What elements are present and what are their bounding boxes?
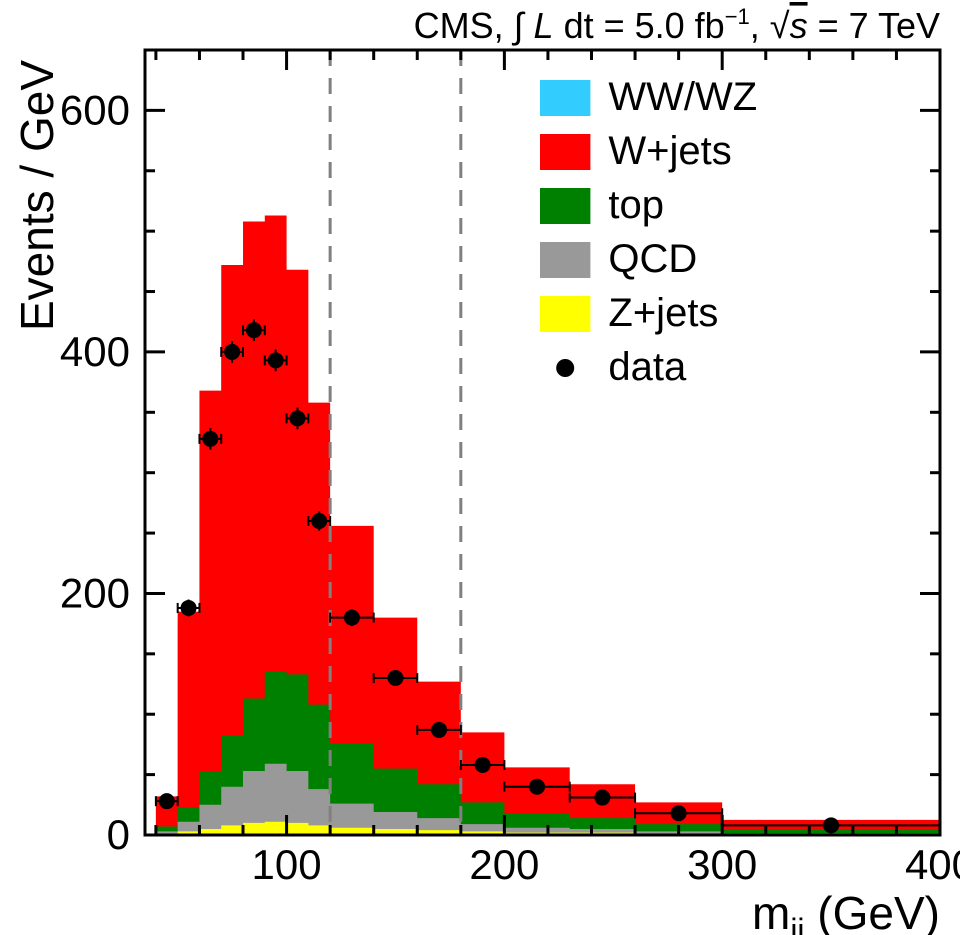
legend-label: QCD [608, 237, 697, 281]
legend-swatch [540, 188, 590, 224]
x-tick-label: 400 [905, 841, 960, 888]
histogram-chart: 100 200 300 400 0 200 400 600 mjj (GeV) Events / … [0, 0, 960, 935]
y-tick-label: 600 [60, 86, 130, 133]
chart-header: CMS, ∫ L dt = 5.0 fb−1, √s = 7 TeV [414, 4, 940, 46]
legend-swatch [540, 242, 590, 278]
x-tick-label: 100 [252, 841, 322, 888]
legend: WW/WZ W+jets top QCD Z+jets data [540, 75, 757, 389]
y-tick-label: 400 [60, 328, 130, 375]
y-tick-label: 0 [107, 811, 130, 858]
x-tick-label: 200 [469, 841, 539, 888]
legend-label: data [608, 345, 687, 389]
legend-label: WW/WZ [608, 75, 757, 119]
legend-label: W+jets [608, 129, 731, 173]
y-tick-label: 200 [60, 569, 130, 616]
legend-marker [556, 359, 574, 377]
legend-swatch [540, 134, 590, 170]
legend-label: top [608, 183, 664, 227]
legend-label: Z+jets [608, 291, 718, 335]
x-tick-label: 300 [687, 841, 757, 888]
legend-swatch [540, 296, 590, 332]
legend-swatch [540, 80, 590, 116]
y-axis-title: Events / GeV [11, 60, 63, 331]
x-axis-title: mjj (GeV) [752, 887, 940, 935]
